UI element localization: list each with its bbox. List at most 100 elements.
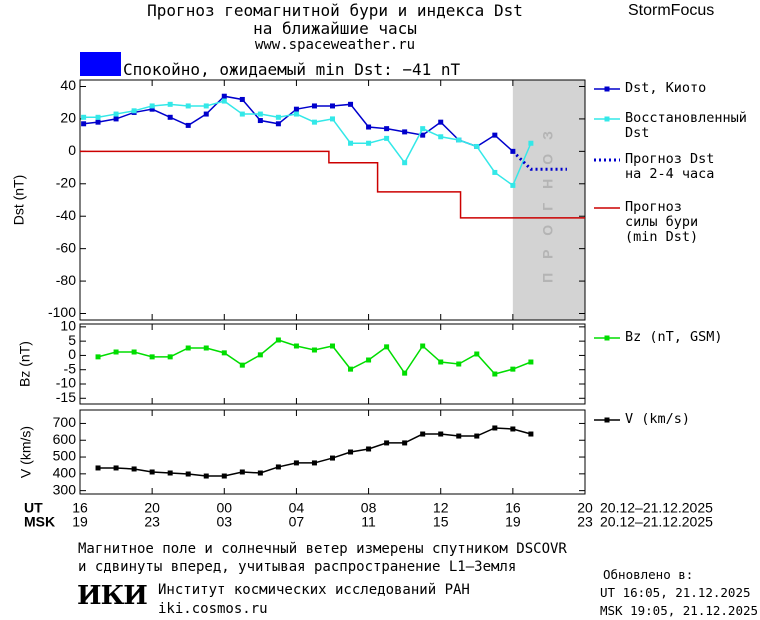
data-point [348, 101, 354, 107]
series-line [80, 150, 585, 219]
data-point [384, 440, 390, 446]
data-point [257, 118, 263, 124]
site-url: www.spaceweather.ru [254, 37, 416, 53]
y-tick-label: -100 [48, 304, 76, 320]
x-tick-label: 20 [144, 500, 160, 516]
y-tick-label: 10 [60, 318, 76, 334]
x-tick-label: 16 [72, 500, 88, 516]
data-point [402, 129, 408, 135]
data-point [456, 137, 462, 143]
data-point [221, 350, 227, 356]
x2-range-label: 20.12–21.12.2025 [600, 514, 713, 530]
data-point [131, 349, 137, 355]
title: Прогноз геомагнитной бури и индекса Dst … [147, 1, 523, 38]
y-tick-label: -20 [56, 174, 76, 190]
x-tick-label: 08 [361, 500, 377, 516]
data-point [384, 126, 390, 132]
data-point [492, 132, 498, 138]
data-point [348, 366, 354, 372]
data-point [420, 431, 426, 437]
data-point [203, 103, 209, 109]
y-tick-label: 20 [60, 110, 76, 126]
data-point [510, 366, 516, 372]
y-tick-label: 600 [53, 431, 77, 447]
institute-url: iki.cosmos.ru [158, 601, 268, 617]
y-tick-label: 40 [60, 77, 76, 93]
y-tick-label: 400 [53, 465, 77, 481]
data-point [492, 425, 498, 431]
data-point [95, 119, 101, 125]
data-point [510, 426, 516, 432]
data-point [384, 135, 390, 141]
plot-frame [79, 409, 586, 495]
data-point [311, 460, 317, 466]
x-tick-label: 16 [505, 500, 521, 516]
data-point [293, 460, 299, 466]
data-point [311, 347, 317, 353]
data-point [257, 470, 263, 476]
forecast-label: ПРОГНОЗ [540, 117, 556, 283]
data-point [81, 121, 87, 127]
data-point [366, 140, 372, 146]
x2-tick-label: 07 [289, 514, 305, 530]
data-point [185, 103, 191, 109]
data-point [366, 357, 372, 363]
updated-msk: MSK 19:05, 21.12.2025 [600, 603, 759, 618]
legend-label: Прогноз Dst на 2-4 часа [625, 151, 715, 182]
x2-tick-label: 03 [216, 514, 232, 530]
data-point [420, 132, 426, 138]
data-point [402, 370, 408, 376]
data-point [275, 121, 281, 127]
data-point [113, 349, 119, 355]
y-tick-label: 700 [53, 414, 77, 430]
data-point [95, 114, 101, 120]
data-point [528, 359, 534, 365]
x2-tick-label: 23 [577, 514, 593, 530]
x2-tick-label: 15 [433, 514, 449, 530]
data-point [275, 337, 281, 343]
series-line [97, 339, 532, 375]
x-range-label: 20.12–21.12.2025 [600, 500, 713, 516]
data-point [203, 111, 209, 117]
y-axis-label: Dst (nT) [11, 175, 27, 226]
data-point [311, 119, 317, 125]
data-point [239, 96, 245, 102]
y-tick-label: -60 [56, 239, 76, 255]
legend-marker [604, 335, 610, 341]
brand: StormFocus [628, 2, 715, 19]
data-point [221, 473, 227, 479]
data-point [239, 362, 245, 368]
data-point [456, 361, 462, 367]
data-point [221, 93, 227, 99]
x-axis-label: UT [24, 500, 43, 516]
y-tick-label: -15 [56, 389, 76, 405]
data-point [149, 469, 155, 475]
data-point [185, 122, 191, 128]
y-axis-label: V (km/s) [18, 426, 34, 478]
data-point [330, 103, 335, 109]
data-point [438, 359, 444, 365]
data-point [257, 352, 263, 358]
forecast-region [512, 80, 585, 320]
data-point [185, 471, 191, 477]
status-text: Спокойно, ожидаемый min Dst: −41 nT [123, 60, 461, 79]
data-point [492, 371, 498, 377]
data-point [348, 140, 354, 146]
legend-marker [604, 116, 610, 122]
data-point [221, 98, 227, 104]
data-point [167, 354, 173, 360]
x-tick-label: 12 [433, 500, 449, 516]
data-point [384, 344, 390, 350]
data-point [81, 114, 87, 120]
y-tick-label: 0 [68, 346, 76, 362]
data-point [456, 433, 462, 439]
data-point [95, 354, 101, 360]
series-line [98, 427, 532, 477]
data-point [330, 343, 335, 349]
data-point [95, 465, 101, 471]
plot-frame [79, 79, 586, 321]
series-line [83, 95, 514, 152]
data-point [113, 116, 119, 122]
legend-label: Восстановленный Dst [625, 110, 747, 141]
